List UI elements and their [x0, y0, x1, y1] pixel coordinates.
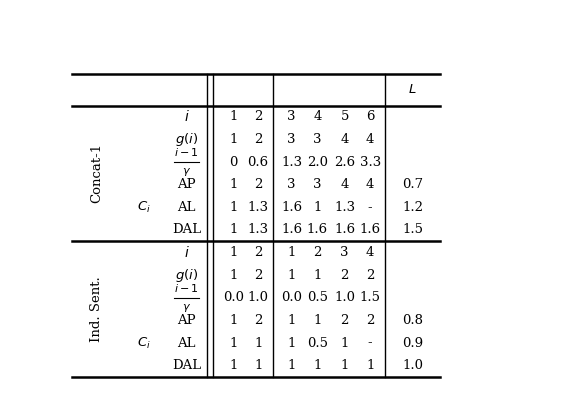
Text: 0.5: 0.5	[307, 291, 328, 304]
Text: 0.8: 0.8	[402, 314, 423, 327]
Text: 2: 2	[366, 314, 375, 327]
Text: 2: 2	[254, 178, 262, 191]
Text: $i$: $i$	[184, 245, 190, 260]
Text: 1: 1	[288, 359, 296, 372]
Text: 1: 1	[229, 246, 238, 259]
Text: 1: 1	[288, 314, 296, 327]
Text: 2: 2	[366, 268, 375, 282]
Text: 2: 2	[340, 314, 349, 327]
Text: 4: 4	[366, 178, 375, 191]
Text: 1: 1	[229, 268, 238, 282]
Text: -: -	[368, 337, 372, 350]
Text: 1: 1	[340, 337, 349, 350]
Text: $i-1$: $i-1$	[174, 146, 199, 158]
Text: DAL: DAL	[172, 224, 201, 236]
Text: 2: 2	[254, 314, 262, 327]
Text: 1: 1	[229, 110, 238, 123]
Text: 1: 1	[313, 359, 321, 372]
Text: 3: 3	[287, 178, 296, 191]
Text: 1: 1	[254, 359, 262, 372]
Text: 1: 1	[229, 178, 238, 191]
Text: 1: 1	[340, 359, 349, 372]
Text: 5: 5	[340, 110, 349, 123]
Text: 1: 1	[313, 268, 321, 282]
Text: 0.6: 0.6	[247, 155, 269, 169]
Text: 2.0: 2.0	[307, 155, 328, 169]
Text: Concat-1: Concat-1	[90, 143, 103, 204]
Text: 4: 4	[366, 133, 375, 146]
Text: 0.5: 0.5	[307, 337, 328, 350]
Text: 3: 3	[287, 110, 296, 123]
Text: 4: 4	[340, 133, 349, 146]
Text: 1.6: 1.6	[281, 201, 302, 214]
Text: Ind. Sent.: Ind. Sent.	[90, 276, 103, 342]
Text: 1: 1	[288, 337, 296, 350]
Text: 1.5: 1.5	[402, 224, 423, 236]
Text: DAL: DAL	[172, 359, 201, 372]
Text: $\gamma$: $\gamma$	[182, 302, 191, 314]
Text: 0.0: 0.0	[223, 291, 244, 304]
Text: 1: 1	[229, 359, 238, 372]
Text: 6: 6	[366, 110, 375, 123]
Text: 4: 4	[313, 110, 321, 123]
Text: 1: 1	[229, 201, 238, 214]
Text: 3: 3	[313, 133, 321, 146]
Text: 1.3: 1.3	[247, 201, 269, 214]
Text: 4: 4	[340, 178, 349, 191]
Text: 0.9: 0.9	[402, 337, 423, 350]
Text: AP: AP	[177, 314, 196, 327]
Text: 3: 3	[313, 178, 321, 191]
Text: 1: 1	[288, 246, 296, 259]
Text: $\gamma$: $\gamma$	[182, 166, 191, 178]
Text: 1.6: 1.6	[307, 224, 328, 236]
Text: AP: AP	[177, 178, 196, 191]
Text: 2: 2	[313, 246, 321, 259]
Text: 3: 3	[287, 133, 296, 146]
Text: 1.6: 1.6	[281, 224, 302, 236]
Text: 1.6: 1.6	[334, 224, 355, 236]
Text: $L$: $L$	[409, 83, 417, 96]
Text: $i$: $i$	[184, 109, 190, 124]
Text: 1: 1	[254, 337, 262, 350]
Text: AL: AL	[177, 337, 196, 350]
Text: 1: 1	[229, 314, 238, 327]
Text: 1.6: 1.6	[360, 224, 381, 236]
Text: 2: 2	[254, 268, 262, 282]
Text: 2: 2	[340, 268, 349, 282]
Text: 1.5: 1.5	[360, 291, 381, 304]
Text: 1: 1	[288, 268, 296, 282]
Text: 1: 1	[313, 314, 321, 327]
Text: 0: 0	[229, 155, 238, 169]
Text: 1: 1	[366, 359, 375, 372]
Text: 4: 4	[366, 246, 375, 259]
Text: 3.3: 3.3	[360, 155, 381, 169]
Text: AL: AL	[177, 201, 196, 214]
Text: $i-1$: $i-1$	[174, 282, 199, 294]
Text: 1.0: 1.0	[402, 359, 423, 372]
Text: 1: 1	[313, 201, 321, 214]
Text: 1.3: 1.3	[334, 201, 355, 214]
Text: $g(i)$: $g(i)$	[175, 267, 198, 284]
Text: 0.7: 0.7	[402, 178, 423, 191]
Text: 1.3: 1.3	[247, 224, 269, 236]
Text: 1.2: 1.2	[402, 201, 423, 214]
Text: 1.3: 1.3	[281, 155, 302, 169]
Text: 3: 3	[340, 246, 349, 259]
Text: 2.6: 2.6	[334, 155, 355, 169]
Text: $g(i)$: $g(i)$	[175, 131, 198, 148]
Text: 2: 2	[254, 133, 262, 146]
Text: 1: 1	[229, 133, 238, 146]
Text: $C_i$: $C_i$	[137, 335, 151, 350]
Text: 0.0: 0.0	[281, 291, 302, 304]
Text: $C_i$: $C_i$	[137, 200, 151, 215]
Text: 1: 1	[229, 224, 238, 236]
Text: -: -	[368, 201, 372, 214]
Text: 2: 2	[254, 110, 262, 123]
Text: 2: 2	[254, 246, 262, 259]
Text: 1: 1	[229, 337, 238, 350]
Text: 1.0: 1.0	[247, 291, 269, 304]
Text: 1.0: 1.0	[334, 291, 355, 304]
